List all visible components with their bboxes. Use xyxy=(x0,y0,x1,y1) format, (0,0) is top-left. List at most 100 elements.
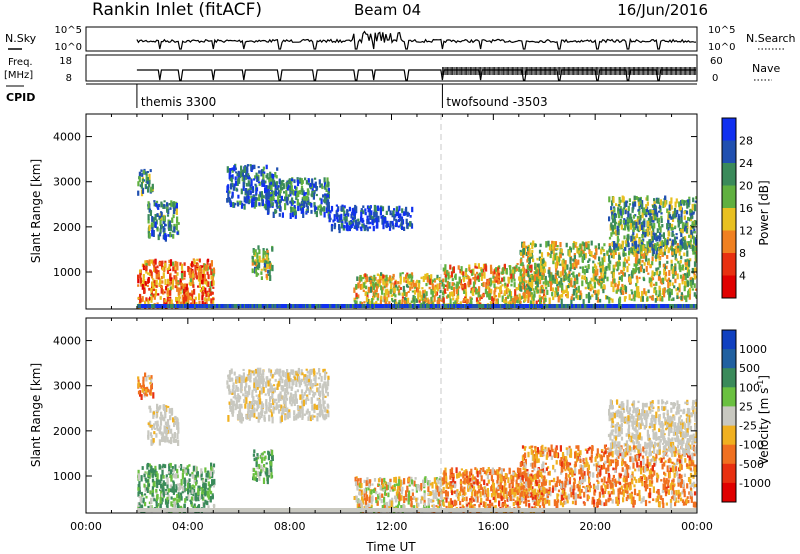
echo-cell xyxy=(529,268,532,271)
echo-cell xyxy=(368,304,371,308)
echo-cell xyxy=(595,278,599,282)
echo-cell xyxy=(692,220,695,226)
echo-cell xyxy=(554,277,557,284)
echo-cell xyxy=(695,255,697,262)
echo-cell xyxy=(194,304,197,308)
echo-cell xyxy=(289,194,292,197)
echo-cell xyxy=(231,167,234,171)
echo-cell xyxy=(167,499,170,504)
echo-cell xyxy=(260,197,264,201)
echo-cell xyxy=(163,200,166,203)
echo-cell xyxy=(612,272,615,279)
echo-cell xyxy=(174,497,177,501)
echo-cell xyxy=(178,304,181,308)
echo-cell xyxy=(373,304,376,308)
echo-cell xyxy=(559,294,562,300)
echo-cell xyxy=(152,471,155,476)
echo-cell xyxy=(147,219,150,224)
echo-cell xyxy=(147,272,150,275)
echo-cell xyxy=(175,208,178,215)
echo-cell xyxy=(409,304,412,308)
echo-cell xyxy=(176,425,179,430)
echo-cell xyxy=(647,260,651,266)
echo-cell xyxy=(327,304,330,308)
echo-cell xyxy=(184,298,187,306)
echo-cell xyxy=(241,176,244,182)
echo-cell xyxy=(257,304,260,308)
echo-cell xyxy=(148,304,151,308)
echo-cell xyxy=(382,278,385,285)
echo-cell xyxy=(212,273,215,276)
echo-cell xyxy=(320,198,323,205)
echo-cell xyxy=(549,284,553,292)
echo-cell xyxy=(438,282,441,290)
echo-cell xyxy=(670,264,673,271)
echo-cell xyxy=(654,208,657,216)
echo-cell xyxy=(404,297,407,302)
echo-cell xyxy=(530,274,533,281)
echo-cell xyxy=(686,202,689,209)
echo-cell xyxy=(668,214,671,219)
echo-cell xyxy=(649,216,652,223)
echo-cell xyxy=(393,214,396,221)
echo-cell xyxy=(267,192,270,200)
echo-cell xyxy=(507,276,510,282)
echo-cell xyxy=(622,207,625,210)
echo-cell xyxy=(368,207,371,213)
echo-cell xyxy=(343,224,346,229)
echo-cell xyxy=(170,281,173,285)
echo-cell xyxy=(476,301,479,306)
echo-cell xyxy=(170,410,174,415)
echo-cell xyxy=(163,430,166,434)
echo-cell xyxy=(152,438,155,443)
echo-cell xyxy=(368,212,371,218)
echo-cell xyxy=(330,304,333,308)
echo-cell xyxy=(193,259,196,265)
echo-cell xyxy=(689,239,693,243)
echo-cell xyxy=(157,503,161,507)
echo-cell xyxy=(513,300,517,304)
echo-cell xyxy=(364,292,367,297)
echo-cell xyxy=(667,230,670,237)
echo-cell xyxy=(653,304,656,308)
echo-cell xyxy=(600,304,603,308)
echo-cell xyxy=(692,197,695,203)
echo-cell xyxy=(234,304,237,308)
echo-cell xyxy=(519,282,522,286)
echo-cell xyxy=(152,411,155,415)
echo-cell xyxy=(668,287,671,295)
echo-cell xyxy=(147,260,150,266)
echo-cell xyxy=(629,213,632,219)
echo-cell xyxy=(171,283,174,290)
echo-cell xyxy=(296,179,300,187)
echo-cell xyxy=(293,304,296,308)
echo-cell xyxy=(642,208,645,214)
echo-cell xyxy=(177,222,180,225)
nsky-trace xyxy=(136,30,697,50)
echo-cell xyxy=(150,287,153,293)
echo-cell xyxy=(642,231,645,234)
echo-cell xyxy=(379,208,382,216)
echo-cell xyxy=(493,283,496,288)
echo-cell xyxy=(566,295,569,298)
echo-cell xyxy=(513,282,516,288)
echo-cell xyxy=(420,294,423,301)
echo-cell xyxy=(643,262,646,266)
echo-cell xyxy=(477,263,480,269)
echo-cell xyxy=(450,271,453,278)
echo-cell xyxy=(449,291,452,295)
echo-cell xyxy=(572,263,575,269)
echo-cell xyxy=(259,260,262,263)
echo-cell xyxy=(297,205,300,212)
echo-cell xyxy=(160,288,163,294)
echo-cell xyxy=(680,232,683,238)
echo-cell xyxy=(399,304,402,308)
echo-cell xyxy=(555,267,558,273)
echo-cell xyxy=(573,280,576,286)
echo-cell xyxy=(617,211,620,215)
echo-cell xyxy=(602,249,605,252)
echo-cell xyxy=(565,285,568,290)
echo-cell xyxy=(657,304,660,308)
colorbar-tick-label: 8 xyxy=(739,247,746,260)
echo-cell xyxy=(154,471,157,478)
